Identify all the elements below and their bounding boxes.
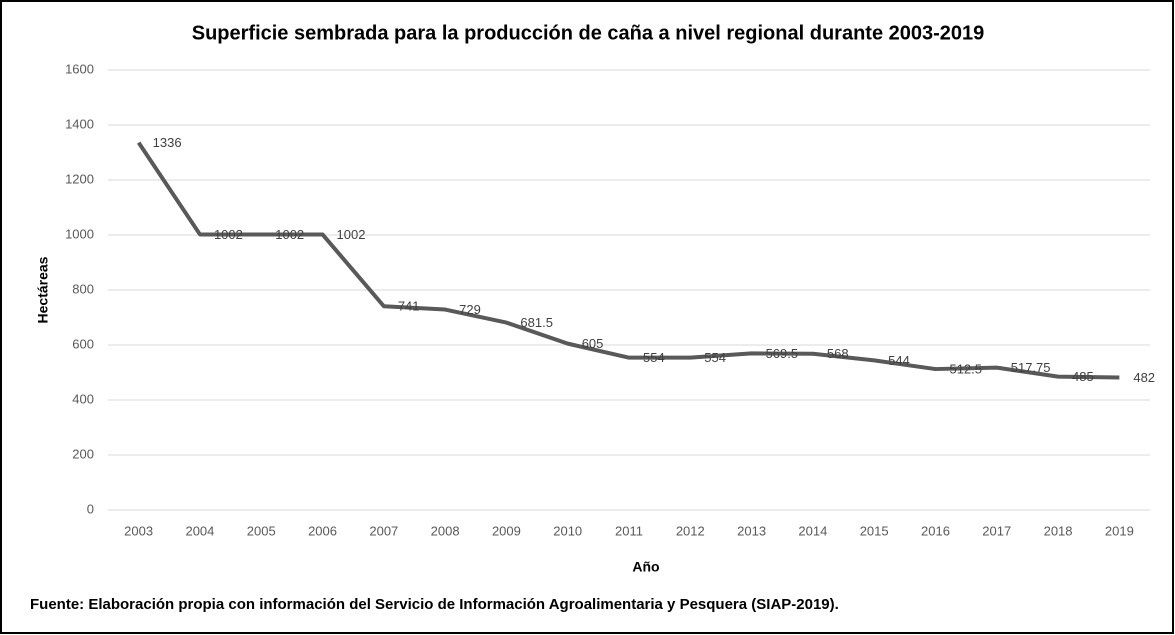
data-label: 1002 xyxy=(275,227,304,242)
data-label: 554 xyxy=(704,350,726,365)
data-line xyxy=(136,141,1120,380)
x-tick-label: 2018 xyxy=(1044,523,1073,538)
y-tick-label: 800 xyxy=(72,281,94,296)
y-axis-label: Hectáreas xyxy=(35,256,51,323)
data-label: 681.5 xyxy=(520,315,553,330)
data-label: 544 xyxy=(888,353,910,368)
y-tick-label: 1200 xyxy=(65,171,94,186)
y-tick-label: 0 xyxy=(87,501,94,516)
x-tick-label: 2006 xyxy=(308,523,337,538)
y-tick-label: 400 xyxy=(72,391,94,406)
data-label: 485 xyxy=(1072,369,1094,384)
y-tick-label: 1400 xyxy=(65,116,94,131)
x-tick-label: 2014 xyxy=(798,523,827,538)
x-tick-label: 2005 xyxy=(247,523,276,538)
x-tick-label: 2008 xyxy=(431,523,460,538)
x-tick-label: 2003 xyxy=(124,523,153,538)
x-tick-label: 2016 xyxy=(921,523,950,538)
x-tick-label: 2015 xyxy=(860,523,889,538)
data-label: 1336 xyxy=(153,135,182,150)
y-tick-label: 1600 xyxy=(65,61,94,76)
data-label: 569.5 xyxy=(766,346,799,361)
x-tick-label: 2013 xyxy=(737,523,766,538)
x-tick-label: 2010 xyxy=(553,523,582,538)
data-label: 741 xyxy=(398,299,420,314)
x-tick-label: 2004 xyxy=(185,523,214,538)
data-label: 1002 xyxy=(337,227,366,242)
y-tick-label: 1000 xyxy=(65,226,94,241)
data-label: 482 xyxy=(1133,370,1155,385)
data-label: 729 xyxy=(459,302,481,317)
x-tick-label: 2017 xyxy=(982,523,1011,538)
data-label: 1002 xyxy=(214,227,243,242)
y-tick-label: 600 xyxy=(72,336,94,351)
source-note: Fuente: Elaboración propia con informaci… xyxy=(30,596,839,613)
chart-title: Superficie sembrada para la producción d… xyxy=(192,22,985,44)
data-label: 568 xyxy=(827,346,849,361)
x-tick-label: 2011 xyxy=(615,523,643,538)
x-tick-label: 2007 xyxy=(369,523,398,538)
x-axis-label: Año xyxy=(632,559,659,575)
y-tick-label: 200 xyxy=(72,446,94,461)
x-tick-label: 2019 xyxy=(1105,523,1134,538)
x-tick-label: 2009 xyxy=(492,523,521,538)
data-label: 512.5 xyxy=(949,362,982,377)
data-label: 517.75 xyxy=(1011,360,1051,375)
x-tick-label: 2012 xyxy=(676,523,705,538)
data-label: 605 xyxy=(582,336,604,351)
data-label: 554 xyxy=(643,350,665,365)
